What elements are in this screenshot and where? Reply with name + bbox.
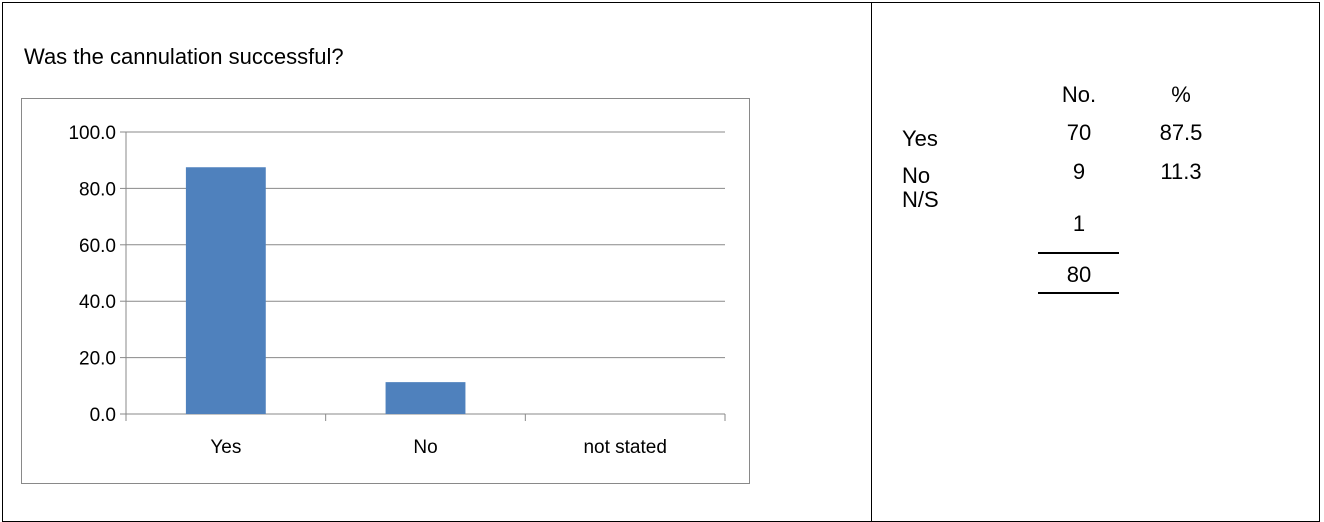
row-no-yes: 70 [1039, 120, 1119, 146]
x-tick-label: Yes [210, 437, 241, 458]
row-pct-yes: 87.5 [1141, 120, 1221, 146]
chart-canvas: 0.0 20.0 40.0 60.0 80.0 100.0 Yes No not stated [22, 99, 749, 483]
header-pct: % [1141, 82, 1221, 108]
x-tick-label: No [413, 437, 437, 458]
total-rule-bottom [1038, 292, 1119, 294]
y-tick-label: 100.0 [68, 123, 116, 144]
bar-no [386, 382, 466, 414]
total-rule-top [1038, 252, 1119, 254]
bar-yes [186, 167, 266, 414]
y-tick-label: 80.0 [79, 179, 116, 200]
row-label-ns: N/S [902, 187, 939, 213]
y-tick-label: 20.0 [79, 349, 116, 370]
row-pct-no: 11.3 [1141, 159, 1221, 185]
row-no-ns: 1 [1039, 211, 1119, 237]
column-divider [871, 2, 872, 522]
row-no-no: 9 [1039, 159, 1119, 185]
y-tick-label: 40.0 [79, 292, 116, 313]
row-label-no: No [902, 163, 930, 189]
question-title: Was the cannulation successful? [24, 44, 344, 70]
row-label-yes: Yes [902, 126, 938, 152]
y-tick-label: 60.0 [79, 236, 116, 257]
y-tick-label: 0.0 [90, 405, 116, 426]
bar-chart: 0.0 20.0 40.0 60.0 80.0 100.0 Yes No not stated [21, 98, 750, 484]
total-no: 80 [1039, 262, 1119, 288]
x-tick-label: not stated [583, 437, 666, 458]
header-no: No. [1039, 82, 1119, 108]
